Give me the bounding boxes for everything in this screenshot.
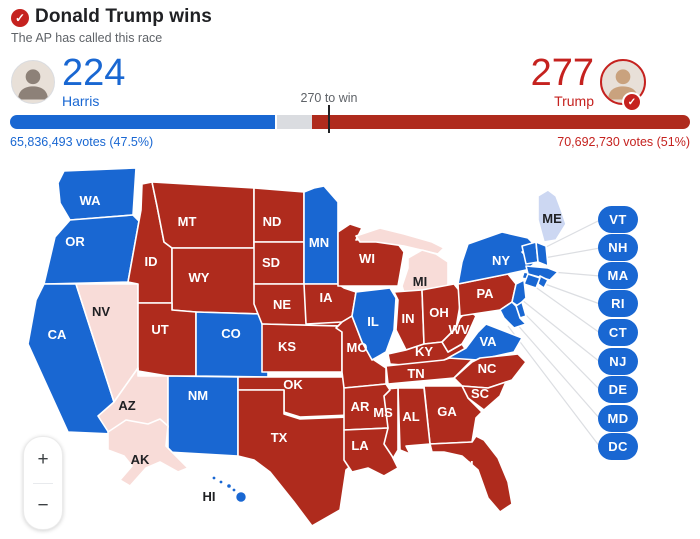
pill-ct[interactable]: CT (598, 319, 638, 346)
state-wy[interactable] (171, 247, 263, 315)
state-ar[interactable] (343, 383, 391, 431)
trump-score: 277 Trump (531, 54, 594, 109)
person-icon (18, 69, 48, 100)
state-ma[interactable] (525, 265, 559, 281)
state-sd[interactable] (253, 241, 305, 285)
harris-electoral-votes: 224 (62, 52, 126, 94)
state-il[interactable] (351, 287, 397, 361)
state-nd[interactable] (253, 187, 305, 243)
state-fl[interactable] (429, 435, 513, 513)
state-la[interactable] (343, 427, 399, 477)
winner-check-icon: ✓ (622, 92, 642, 112)
state-or[interactable] (43, 214, 140, 285)
harris-name: Harris (62, 93, 100, 109)
race-called-check-icon: ✓ (11, 9, 29, 27)
state-ct[interactable] (523, 273, 541, 289)
state-in[interactable] (393, 289, 425, 351)
trump-electoral-votes: 277 (530, 52, 594, 94)
state-ut[interactable] (137, 302, 197, 377)
pill-md[interactable]: MD (598, 405, 638, 432)
state-wa[interactable] (57, 167, 137, 221)
pill-dc[interactable]: DC (598, 433, 638, 460)
state-mn[interactable] (303, 185, 339, 285)
page-title: Donald Trump wins (35, 6, 212, 27)
bar-segment-harris (10, 115, 275, 129)
person-icon (608, 69, 638, 100)
pill-ri[interactable]: RI (598, 290, 638, 317)
threshold-tick (328, 105, 330, 133)
harris-popular-votes: 65,836,493 votes (47.5%) (10, 135, 154, 149)
state-label-hi: HI (203, 489, 216, 504)
pill-nj[interactable]: NJ (598, 348, 638, 375)
harris-score: 224 Harris (62, 54, 125, 109)
harris-avatar (11, 60, 55, 104)
threshold-label: 270 to win (300, 91, 358, 105)
state-ks[interactable] (261, 323, 343, 373)
state-tx[interactable] (237, 389, 359, 527)
state-nm[interactable] (167, 375, 239, 457)
pill-vt[interactable]: VT (598, 206, 638, 233)
trump-popular-votes: 70,692,730 votes (51%) (557, 135, 690, 149)
trump-name: Trump (554, 93, 594, 109)
state-mt[interactable] (151, 181, 255, 249)
state-co[interactable] (195, 311, 269, 378)
state-md[interactable] (499, 301, 527, 329)
bar-segment-remaining (277, 115, 318, 129)
state-ak[interactable] (107, 418, 189, 487)
race-called-subtitle: The AP has called this race (11, 31, 163, 45)
state-hi[interactable] (211, 474, 248, 504)
zoom-control-divider (33, 482, 53, 484)
state-me[interactable] (537, 189, 567, 243)
state-nh[interactable] (535, 241, 549, 267)
zoom-out-button[interactable]: − (24, 484, 62, 530)
pill-nh[interactable]: NH (598, 234, 638, 261)
zoom-in-button[interactable]: + (24, 437, 62, 483)
state-mi-upper[interactable] (355, 227, 445, 255)
state-al[interactable] (397, 387, 431, 455)
pill-de[interactable]: DE (598, 376, 638, 403)
state-ny[interactable] (457, 231, 537, 285)
state-wv[interactable] (441, 309, 477, 353)
map-zoom-control: + − (23, 436, 63, 530)
pill-ma[interactable]: MA (598, 262, 638, 289)
bar-segment-trump (312, 115, 690, 129)
